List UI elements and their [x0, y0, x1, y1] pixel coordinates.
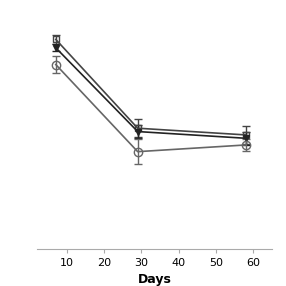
X-axis label: Days: Days — [138, 273, 171, 286]
